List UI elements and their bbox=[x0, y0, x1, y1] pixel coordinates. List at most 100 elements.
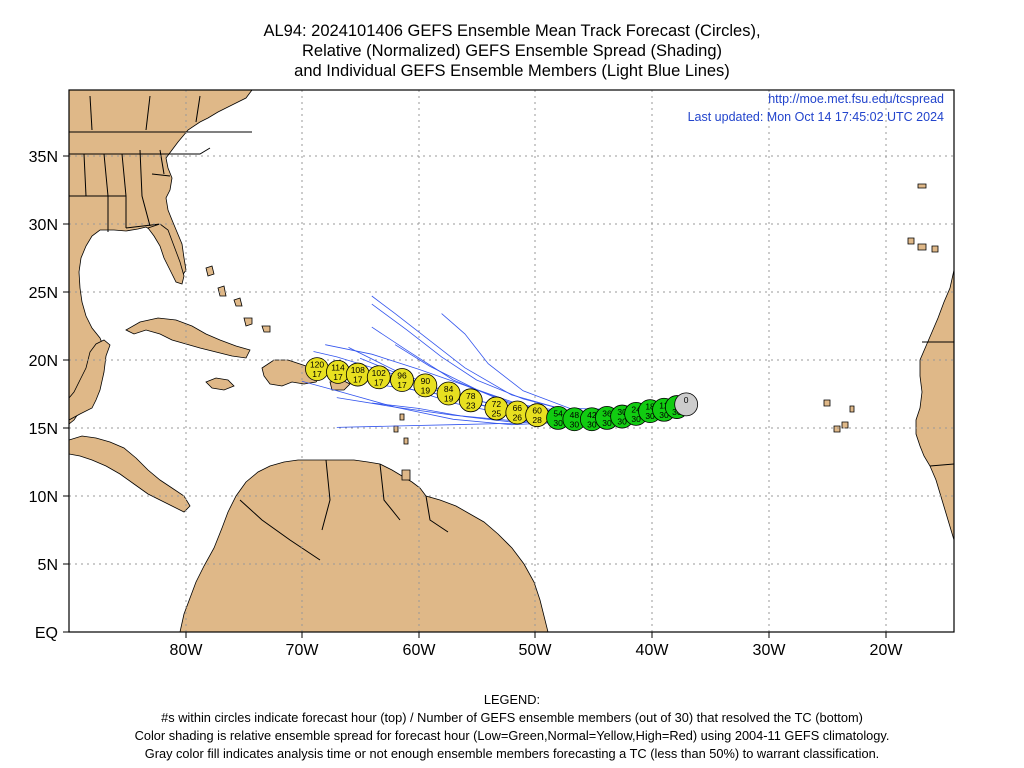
member-count-label: 28 bbox=[532, 415, 542, 425]
plot-frame bbox=[68, 89, 955, 633]
lon-tick-label: 30W bbox=[753, 642, 787, 659]
member-count-label: 30 bbox=[602, 418, 612, 428]
forecast-hour-label: 42 bbox=[587, 410, 597, 420]
canary-islands bbox=[907, 237, 939, 253]
forecast-hour-label: 66 bbox=[513, 403, 523, 413]
forecast-hour-label: 84 bbox=[444, 384, 454, 394]
land-layer bbox=[69, 90, 954, 632]
florida-landmass bbox=[147, 223, 185, 285]
legend-heading: LEGEND: bbox=[483, 692, 541, 707]
forecast-hour-label: 48 bbox=[570, 410, 580, 420]
forecast-hour-label: 24 bbox=[631, 404, 641, 414]
member-count-label: 30 bbox=[553, 418, 563, 428]
legend-line-3: Gray color fill indicates analysis time … bbox=[144, 746, 880, 761]
legend-line-2: Color shading is relative ensemble sprea… bbox=[134, 728, 890, 743]
forecast-hour-label: 102 bbox=[372, 368, 386, 378]
state-borders bbox=[69, 95, 954, 561]
lat-tick-label: 20N bbox=[29, 353, 58, 370]
member-count-label: 30 bbox=[617, 417, 627, 427]
title-line-3: and Individual GEFS Ensemble Members (Li… bbox=[294, 62, 730, 80]
lat-tick-label: 15N bbox=[29, 421, 58, 438]
lon-tick-label: 80W bbox=[170, 642, 204, 659]
member-count-label: 30 bbox=[659, 410, 669, 420]
graticule bbox=[69, 90, 954, 632]
bahamas-islands bbox=[205, 265, 271, 333]
member-count-label: 17 bbox=[397, 380, 407, 390]
lon-tick-label: 40W bbox=[636, 642, 670, 659]
forecast-hour-label: 96 bbox=[397, 370, 407, 380]
track-point: 0 bbox=[674, 392, 699, 417]
member-count-label: 17 bbox=[353, 375, 363, 385]
member-count-label: 19 bbox=[444, 394, 454, 404]
lon-tick-label: 70W bbox=[286, 642, 320, 659]
forecast-hour-label: 18 bbox=[645, 402, 655, 412]
lon-tick-labels: 80W 70W 60W 50W 40W 30W 20W bbox=[170, 642, 904, 659]
lat-tick-label: 30N bbox=[29, 217, 58, 234]
member-count-label: 17 bbox=[374, 377, 384, 387]
jamaica-landmass bbox=[205, 377, 235, 391]
member-count-label: 30 bbox=[672, 407, 682, 417]
cuba-landmass bbox=[125, 317, 251, 359]
lesser-antilles-islands bbox=[393, 413, 411, 481]
track-circle bbox=[458, 388, 483, 413]
africa-landmass bbox=[915, 269, 954, 632]
member-count-label: 23 bbox=[466, 400, 476, 410]
forecast-hour-label: 120 bbox=[310, 360, 324, 370]
credit-url[interactable]: http://moe.met.fsu.edu/tcspread bbox=[768, 92, 944, 106]
forecast-hour-label: 108 bbox=[351, 365, 365, 375]
lon-tick-label: 20W bbox=[870, 642, 904, 659]
south-america-landmass bbox=[179, 459, 549, 632]
forecast-hour-label: 114 bbox=[331, 362, 345, 372]
member-count-label: 19 bbox=[421, 385, 431, 395]
forecast-hour-label: 78 bbox=[466, 391, 476, 401]
member-count-label: 30 bbox=[645, 411, 655, 421]
forecast-hour-label: 30 bbox=[617, 407, 627, 417]
last-updated: Last updated: Mon Oct 14 17:45:02 UTC 20… bbox=[687, 110, 944, 124]
lat-tick-label: 10N bbox=[29, 489, 58, 506]
madeira-islands bbox=[917, 183, 927, 189]
member-count-label: 25 bbox=[492, 408, 502, 418]
track-circle bbox=[674, 392, 699, 417]
lat-tick-labels: EQ 5N 10N 15N 20N 25N 30N 35N bbox=[29, 149, 58, 642]
forecast-hour-label: 12 bbox=[659, 400, 669, 410]
tick-marks bbox=[63, 155, 887, 638]
member-count-label: 30 bbox=[631, 414, 641, 424]
lon-tick-label: 50W bbox=[519, 642, 553, 659]
lat-tick-label: 25N bbox=[29, 285, 58, 302]
lat-tick-label: 35N bbox=[29, 149, 58, 166]
legend-line-1: #s within circles indicate forecast hour… bbox=[161, 710, 863, 725]
forecast-hour-label: 90 bbox=[421, 376, 431, 386]
member-count-label: 30 bbox=[587, 419, 597, 429]
lat-tick-label: 5N bbox=[38, 557, 58, 574]
track-circle bbox=[413, 373, 438, 398]
lat-tick-label: EQ bbox=[35, 625, 58, 642]
title-line-1: AL94: 2024101406 GEFS Ensemble Mean Trac… bbox=[263, 22, 761, 40]
track-circle bbox=[390, 368, 414, 392]
lon-tick-label: 60W bbox=[403, 642, 437, 659]
forecast-hour-label: 72 bbox=[492, 399, 502, 409]
track-circle bbox=[366, 365, 391, 390]
member-count-label: 30 bbox=[570, 419, 580, 429]
member-count-label: 26 bbox=[513, 412, 523, 422]
member-count-label: 17 bbox=[333, 372, 343, 382]
yucatan-landmass bbox=[69, 435, 191, 513]
cape-verde-islands bbox=[823, 399, 855, 433]
forecast-hour-label: 60 bbox=[532, 406, 542, 416]
title-line-2: Relative (Normalized) GEFS Ensemble Spre… bbox=[301, 42, 722, 60]
track-circle bbox=[436, 381, 461, 406]
forecast-hour-label: 36 bbox=[602, 408, 612, 418]
forecast-hour-label: 0 bbox=[684, 395, 689, 405]
